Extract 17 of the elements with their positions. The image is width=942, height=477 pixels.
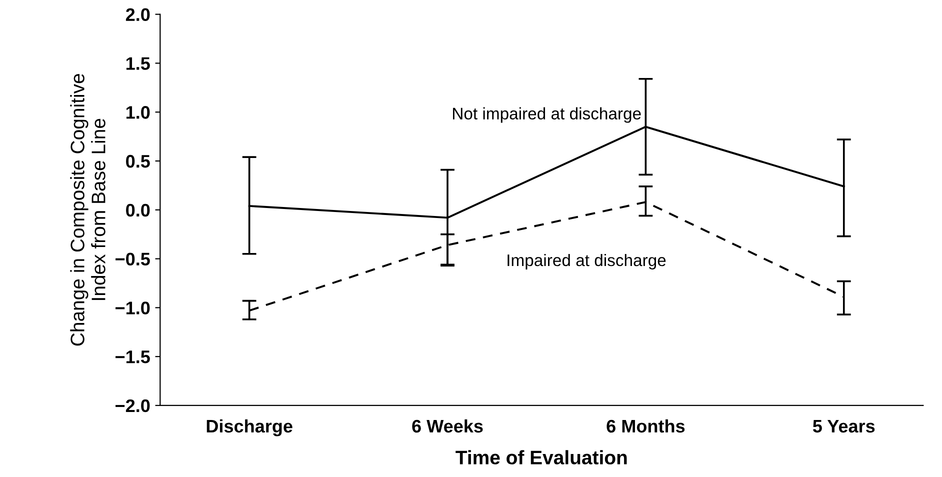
y-tick-label: −1.0 [116, 302, 150, 314]
x-tick-label: 5 Years [812, 420, 875, 433]
y-tick-label: −2.0 [116, 399, 150, 412]
y-tick-label: 2.0 [126, 8, 150, 22]
y-tick-label: 0.5 [126, 154, 150, 168]
y-tick-label: 0.0 [126, 204, 150, 217]
y-tick-label: −1.5 [116, 350, 150, 364]
y-tick-label: 1.0 [126, 106, 150, 119]
x-tick-label: 6 Months [606, 419, 685, 433]
x-axis-title: Time of Evaluation [456, 450, 627, 464]
series-label: Impaired at discharge [508, 254, 666, 270]
y-axis-title: Change in Composite Cognitive Index from Base Line [70, 74, 106, 346]
series-label: Not impaired at discharge [453, 107, 641, 123]
y-tick-label: −0.5 [116, 252, 150, 266]
y-tick-label: 1.5 [126, 57, 150, 70]
x-tick-label: Discharge [206, 419, 292, 436]
x-tick-label: 6 Weeks [412, 419, 483, 433]
